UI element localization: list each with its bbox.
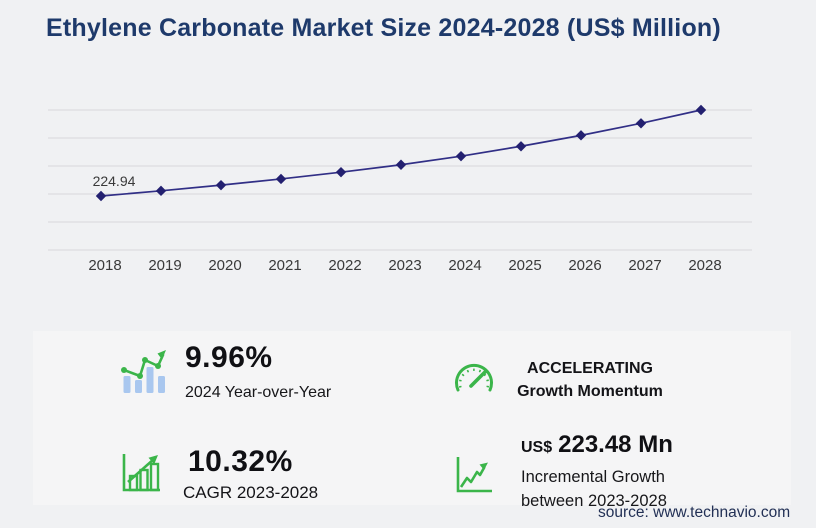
x-axis-label: 2028 (688, 257, 721, 274)
market-size-line-chart: 2018 2019 2020 2021 2022 2023 2024 2025 2026 2027… (48, 104, 752, 274)
series-line (100, 109, 702, 197)
incremental-value: 223.48 Mn (558, 431, 673, 458)
x-axis-label: 2018 (88, 257, 121, 274)
data-point-2022 (335, 166, 347, 178)
data-point-2025 (515, 141, 527, 152)
bar-trend-icon (121, 350, 166, 393)
incremental-line1: Incremental Growth (521, 468, 665, 486)
yoy-value: 9.96% (185, 341, 273, 374)
data-point-2027 (635, 118, 647, 129)
momentum-text: ACCELERATING Growth Momentum (485, 357, 695, 403)
data-point-2023 (395, 159, 407, 170)
x-axis-label: 2021 (268, 257, 301, 274)
data-point-2026 (575, 130, 587, 141)
incremental-line2: between 2023-2028 (521, 492, 667, 510)
incremental-currency: US$ (521, 439, 553, 456)
data-point-2020 (215, 179, 227, 191)
cagr-value: 10.32% (188, 445, 293, 478)
first-point-label: 224.94 (93, 173, 136, 189)
growth-chart-icon (122, 454, 160, 492)
x-axis-label: 2025 (508, 257, 541, 274)
incremental-block: US$ 223.48 Mn Incremental Growth between… (521, 431, 673, 513)
data-point-2018 (95, 190, 107, 202)
x-axis-label: 2026 (568, 257, 601, 274)
yoy-label: 2024 Year-over-Year (185, 384, 332, 401)
speedometer-icon (455, 363, 493, 392)
x-axis-label: 2023 (388, 257, 421, 274)
cagr-label: CAGR 2023-2028 (183, 483, 319, 502)
x-axis-label: 2019 (148, 257, 181, 274)
x-axis-label: 2024 (448, 257, 481, 274)
x-axis-label: 2022 (328, 257, 361, 274)
page-title: Ethylene Carbonate Market Size 2024-2028… (46, 14, 721, 42)
line-growth-icon (456, 457, 492, 493)
momentum-line1: ACCELERATING (527, 360, 653, 377)
x-axis-label: 2027 (628, 257, 661, 274)
data-point-2028 (695, 104, 707, 116)
data-point-2019 (155, 185, 167, 197)
data-point-2021 (275, 173, 287, 185)
momentum-line2: Growth Momentum (517, 383, 663, 400)
data-point-2024 (455, 150, 467, 162)
x-axis-label: 2020 (208, 257, 241, 274)
source-attribution: source: www.technavio.com (598, 504, 791, 521)
stats-panel: 9.96% 2024 Year-over-Year ACCELERATING G… (33, 331, 791, 510)
